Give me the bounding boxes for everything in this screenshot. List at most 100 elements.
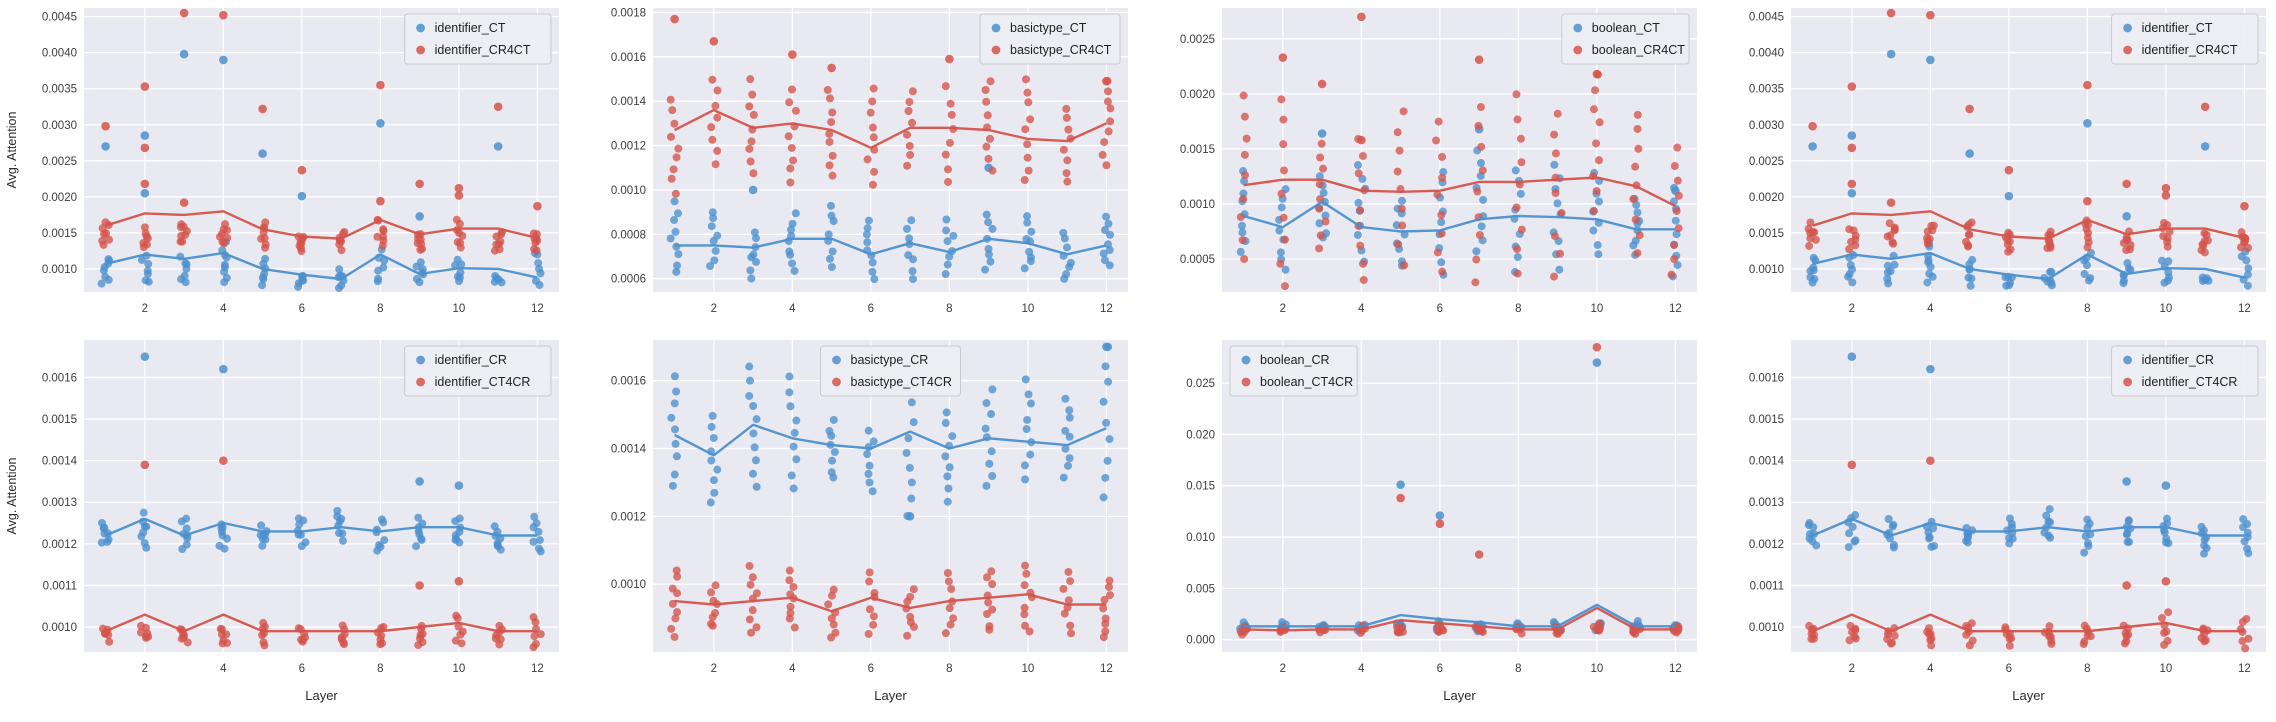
svg-text:0.0035: 0.0035 (1749, 84, 1784, 96)
svg-text:0.0016: 0.0016 (42, 372, 77, 384)
subplot-boolean-cr-vs-ct4cr: 0.000 0.005 0.010 0.015 0.020 0.025 2 4 6 8 10 12 La… (1138, 330, 1707, 722)
svg-text:12: 12 (1100, 663, 1113, 675)
svg-text:2: 2 (1280, 303, 1286, 315)
svg-text:0.0014: 0.0014 (1749, 456, 1785, 468)
svg-text:0.0015: 0.0015 (42, 228, 77, 240)
legend-marker-red (2123, 377, 2132, 387)
svg-text:Layer: Layer (2012, 688, 2045, 703)
legend-marker-red (991, 45, 1001, 55)
chart-canvas: 0.0010 0.0012 0.0014 0.0016 2 4 6 8 10 12 Layer bas… (611, 340, 1128, 703)
chart-canvas: 0.0005 0.0010 0.0015 0.0020 0.0025 2 4 6 8 10 12 bo… (1180, 8, 1697, 315)
svg-text:6: 6 (1437, 663, 1443, 675)
chart-legend: basictype_CT basictype_CR4CT (979, 13, 1121, 65)
svg-text:8: 8 (377, 663, 383, 675)
svg-text:0.0045: 0.0045 (42, 12, 77, 24)
svg-text:0.005: 0.005 (1186, 583, 1215, 595)
svg-text:12: 12 (2238, 303, 2251, 315)
svg-text:8: 8 (1515, 663, 1521, 675)
svg-text:boolean_CR4CT: boolean_CR4CT (1592, 43, 1685, 57)
svg-text:0.0020: 0.0020 (1749, 192, 1784, 204)
svg-text:12: 12 (2238, 663, 2251, 675)
svg-text:Layer: Layer (874, 688, 907, 703)
svg-text:0.0011: 0.0011 (1750, 580, 1784, 592)
subplot-identifier-cr-vs-ct4cr: 0.0010 0.0011 0.0012 0.0013 0.0014 0.0015 0.00… (0, 330, 569, 722)
svg-text:0.0010: 0.0010 (1749, 622, 1784, 634)
legend-marker-blue (832, 355, 841, 365)
svg-text:0.0040: 0.0040 (1749, 48, 1784, 60)
chart-canvas: 0.000 0.005 0.010 0.015 0.020 0.025 2 4 6 8 10 12 La… (1186, 340, 1697, 703)
svg-text:0.0030: 0.0030 (42, 120, 77, 132)
svg-text:4: 4 (220, 663, 227, 675)
legend-marker-red (1573, 45, 1583, 55)
svg-text:0.0008: 0.0008 (611, 229, 646, 241)
svg-text:Avg. Attention: Avg. Attention (5, 112, 19, 189)
svg-text:6: 6 (2006, 663, 2012, 675)
svg-text:identifier_CT4CR: identifier_CT4CR (2142, 375, 2238, 389)
svg-text:12: 12 (1669, 303, 1682, 315)
svg-text:10: 10 (2159, 303, 2172, 315)
svg-text:0.0014: 0.0014 (611, 96, 647, 108)
chart-canvas: 0.0010 0.0011 0.0012 0.0013 0.0014 0.0015 0.00… (1749, 340, 2266, 703)
chart-canvas: 0.0006 0.0008 0.0010 0.0012 0.0014 0.0016 0.00… (611, 7, 1128, 315)
svg-text:0.0005: 0.0005 (1180, 254, 1215, 266)
svg-text:0.0010: 0.0010 (611, 185, 646, 197)
svg-text:10: 10 (1021, 663, 1034, 675)
svg-text:0.0012: 0.0012 (611, 141, 646, 153)
svg-text:Layer: Layer (305, 688, 338, 703)
chart-legend: identifier_CT identifier_CR4CT (2111, 13, 2259, 65)
svg-text:8: 8 (946, 303, 952, 315)
svg-text:0.0035: 0.0035 (42, 84, 77, 96)
svg-text:6: 6 (868, 663, 874, 675)
svg-text:10: 10 (1590, 663, 1603, 675)
svg-text:boolean_CT4CR: boolean_CT4CR (1260, 375, 1353, 389)
svg-text:0.0013: 0.0013 (1749, 497, 1784, 509)
svg-text:6: 6 (299, 303, 305, 315)
svg-text:4: 4 (220, 303, 227, 315)
subplot-identifier-ct-vs-cr4ct-repeat: 0.0010 0.0015 0.0020 0.0025 0.0030 0.0035 0.00… (1707, 0, 2276, 330)
svg-text:2: 2 (1849, 663, 1855, 675)
svg-text:0.0016: 0.0016 (611, 376, 646, 388)
svg-text:0.0025: 0.0025 (42, 156, 77, 168)
chart-legend: identifier_CR identifier_CT4CR (404, 345, 552, 397)
svg-text:4: 4 (1927, 663, 1934, 675)
svg-text:6: 6 (2006, 303, 2012, 315)
svg-text:0.0014: 0.0014 (42, 456, 78, 468)
svg-text:8: 8 (946, 663, 952, 675)
svg-text:0.0015: 0.0015 (42, 414, 77, 426)
svg-text:10: 10 (452, 303, 465, 315)
svg-text:0.0030: 0.0030 (1749, 120, 1784, 132)
svg-text:0.0025: 0.0025 (1749, 156, 1784, 168)
svg-text:10: 10 (1590, 303, 1603, 315)
svg-text:0.0014: 0.0014 (611, 444, 647, 456)
legend-marker-red (1241, 377, 1251, 387)
legend-marker-blue (416, 355, 425, 365)
svg-text:0.0006: 0.0006 (611, 274, 646, 286)
svg-text:0.0010: 0.0010 (1180, 199, 1215, 211)
svg-text:identifier_CR: identifier_CR (2142, 353, 2214, 367)
legend-marker-blue (416, 23, 425, 33)
svg-text:0.025: 0.025 (1186, 378, 1215, 390)
svg-text:0.0015: 0.0015 (1749, 414, 1784, 426)
svg-text:2: 2 (711, 303, 717, 315)
subplot-basictype-ct-vs-cr4ct: 0.0006 0.0008 0.0010 0.0012 0.0014 0.0016 0.00… (569, 0, 1138, 330)
subplot-boolean-ct-vs-cr4ct: 0.0005 0.0010 0.0015 0.0020 0.0025 2 4 6 8 10 12 bo… (1138, 0, 1707, 330)
subplot-identifier-ct-vs-cr4ct: 0.0010 0.0015 0.0020 0.0025 0.0030 0.0035 0.00… (0, 0, 569, 330)
svg-text:0.0010: 0.0010 (42, 622, 77, 634)
svg-text:6: 6 (1437, 303, 1443, 315)
svg-text:6: 6 (868, 303, 874, 315)
svg-text:10: 10 (1021, 303, 1034, 315)
svg-text:12: 12 (1669, 663, 1682, 675)
subplot-identifier-cr-vs-ct4cr-repeat: 0.0010 0.0011 0.0012 0.0013 0.0014 0.0015 0.00… (1707, 330, 2276, 722)
svg-text:0.015: 0.015 (1186, 481, 1215, 493)
svg-text:8: 8 (2084, 663, 2090, 675)
svg-text:0.0010: 0.0010 (42, 264, 77, 276)
chart-legend: basictype_CR basictype_CT4CR (820, 345, 961, 397)
svg-text:0.0016: 0.0016 (1749, 372, 1784, 384)
svg-text:identifier_CR4CT: identifier_CR4CT (2142, 43, 2238, 57)
svg-text:12: 12 (531, 303, 544, 315)
chart-legend: identifier_CR identifier_CT4CR (2111, 345, 2259, 397)
svg-text:identifier_CT: identifier_CT (435, 21, 506, 35)
chart-legend: boolean_CR boolean_CT4CR (1229, 345, 1358, 397)
svg-text:basictype_CR: basictype_CR (851, 353, 929, 367)
